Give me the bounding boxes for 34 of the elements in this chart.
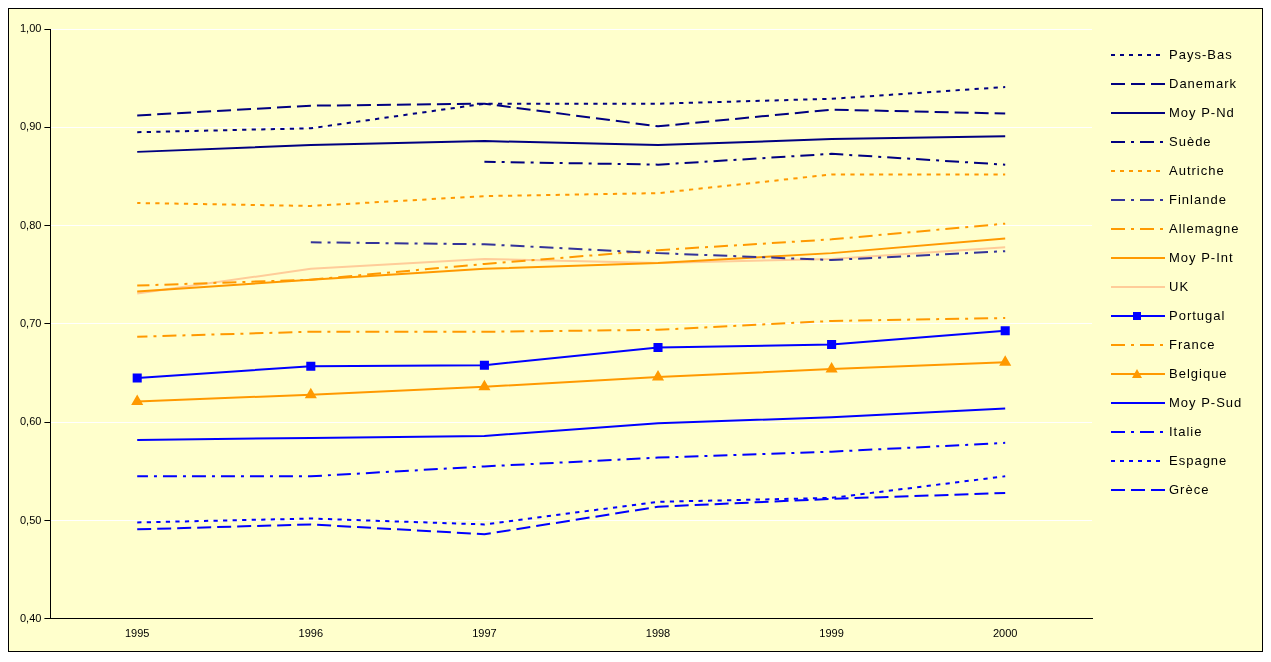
y-tick-label: 0,80 xyxy=(19,218,42,231)
line-series xyxy=(136,441,1007,478)
x-tick-label: 1997 xyxy=(472,627,497,640)
x-tick-label: 1999 xyxy=(819,627,844,640)
x-tick-label: 1998 xyxy=(645,627,671,640)
legend-label: France xyxy=(1169,337,1216,352)
legend-label: Grèce xyxy=(1169,482,1210,497)
x-tick-label: 1995 xyxy=(124,627,150,640)
legend-label: Finlande xyxy=(1169,192,1227,207)
y-tick-label: 0,70 xyxy=(19,316,42,329)
legend-label: Belgique xyxy=(1169,366,1228,381)
legend-label: Autriche xyxy=(1169,163,1225,178)
y-tick-label: 0,50 xyxy=(19,513,42,526)
x-tick-label: 2000 xyxy=(992,627,1018,640)
legend-label: Pays-Bas xyxy=(1169,47,1233,62)
legend-label: Allemagne xyxy=(1169,221,1240,236)
y-tick-label: 0,60 xyxy=(19,415,42,428)
legend-label: Espagne xyxy=(1169,453,1228,468)
line-series xyxy=(309,241,1007,262)
y-tick-label: 0,40 xyxy=(19,611,42,624)
x-tick-label: 1996 xyxy=(298,627,324,640)
y-tick-label: 1,00 xyxy=(19,22,42,35)
y-tick-label: 0,90 xyxy=(19,120,42,133)
legend-label: Suède xyxy=(1169,134,1212,149)
legend-label: Moy P-Nd xyxy=(1169,105,1235,120)
legend-label: Moy P-Int xyxy=(1169,250,1234,265)
legend-label: Portugal xyxy=(1169,308,1226,323)
legend-label: Danemark xyxy=(1169,76,1237,91)
line-series xyxy=(136,173,1007,207)
line-series xyxy=(136,317,1007,338)
legend-label: Moy P-Sud xyxy=(1169,395,1243,410)
line-series xyxy=(136,86,1007,134)
legend-label: UK xyxy=(1169,279,1190,294)
legend-label: Italie xyxy=(1169,424,1203,439)
